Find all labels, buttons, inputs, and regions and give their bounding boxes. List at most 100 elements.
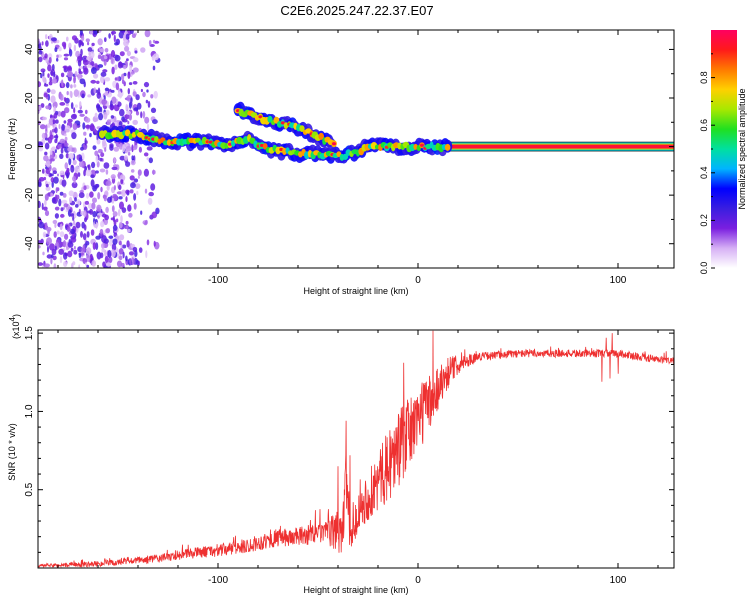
noise-speckle: [64, 162, 69, 170]
noise-speckle: [59, 153, 64, 159]
noise-speckle: [110, 174, 116, 180]
noise-speckle: [144, 222, 147, 226]
noise-speckle: [83, 169, 86, 177]
noise-speckle: [109, 144, 114, 151]
noise-speckle: [70, 113, 77, 120]
noise-speckle: [61, 79, 64, 88]
noise-speckle: [40, 238, 44, 244]
noise-speckle: [110, 217, 115, 221]
noise-speckle: [105, 206, 109, 213]
noise-speckle: [82, 233, 87, 241]
noise-speckle: [119, 174, 126, 182]
snr-panel: -100 0 100 0.5 1.0 1.5 Height of straight lin…: [7, 314, 675, 595]
noise-speckle: [127, 151, 131, 156]
noise-speckle: [119, 234, 125, 241]
upper-branch-peak: [332, 142, 336, 146]
noise-speckle: [101, 248, 105, 253]
noise-speckle: [49, 243, 55, 251]
noise-speckle: [119, 108, 125, 117]
colorbar-tick-label: 0.0: [699, 262, 709, 275]
noise-speckle: [87, 60, 91, 65]
noise-speckle: [58, 124, 61, 129]
noise-speckle: [115, 82, 120, 91]
snr-multiplier-exponent: 4: [8, 316, 17, 321]
snr-multiplier-suffix: ): [11, 314, 21, 317]
svg-text:(x104): (x104): [8, 314, 21, 339]
noise-speckle: [87, 164, 90, 168]
noise-speckle: [119, 201, 124, 210]
noise-speckle: [90, 79, 97, 84]
noise-speckle: [86, 56, 92, 62]
noise-speckle: [38, 221, 45, 229]
noise-speckle: [73, 107, 76, 114]
noise-speckle: [51, 78, 58, 84]
noise-speckle: [73, 249, 78, 255]
noise-speckle: [79, 101, 82, 108]
noise-speckle: [103, 111, 108, 120]
noise-speckle: [80, 247, 86, 253]
noise-speckle: [155, 207, 160, 215]
noise-speckle: [56, 230, 60, 235]
noise-speckle: [100, 252, 104, 259]
noise-speckle: [142, 111, 146, 119]
noise-speckle: [121, 79, 125, 85]
noise-speckle: [42, 251, 45, 256]
noise-speckle: [131, 144, 134, 153]
noise-speckle: [73, 213, 77, 219]
noise-speckle: [87, 41, 90, 46]
noise-speckle: [129, 175, 135, 181]
noise-speckle: [50, 37, 57, 42]
upper-branch-blob: [267, 115, 273, 123]
noise-speckle: [128, 113, 132, 121]
noise-speckle: [72, 215, 75, 222]
noise-speckle: [52, 170, 57, 174]
noise-speckle: [45, 183, 49, 188]
noise-speckle: [83, 224, 87, 231]
noise-speckle: [146, 157, 150, 161]
noise-speckle: [95, 242, 99, 251]
noise-speckle: [150, 107, 157, 114]
noise-speckle: [91, 67, 97, 75]
noise-speckle: [91, 42, 95, 47]
noise-speckle: [38, 262, 44, 266]
noise-speckle: [57, 111, 62, 117]
snr-frame: [37, 329, 675, 569]
noise-speckle: [113, 146, 120, 152]
noise-speckle: [148, 157, 153, 164]
noise-speckle: [153, 90, 158, 99]
noise-speckle: [84, 137, 87, 146]
noise-speckle: [45, 105, 51, 110]
noise-speckle: [38, 50, 43, 55]
main-trace-blob: [166, 139, 172, 146]
noise-speckle: [59, 223, 63, 231]
noise-speckle: [154, 40, 160, 44]
noise-speckle: [123, 72, 127, 77]
snr-ytick-label: 1.5: [24, 326, 35, 340]
noise-speckle: [77, 55, 83, 63]
snr-ytick-label: 0.5: [24, 482, 35, 496]
noise-speckle: [45, 40, 49, 47]
noise-speckle: [61, 123, 65, 131]
noise-speckle: [73, 89, 79, 97]
noise-speckle: [143, 152, 149, 157]
noise-speckle: [102, 261, 106, 268]
noise-speckle: [77, 59, 82, 67]
noise-speckle: [58, 46, 62, 52]
noise-speckle: [64, 133, 67, 137]
noise-speckle: [144, 188, 148, 194]
noise-speckle: [124, 114, 130, 120]
noise-speckle: [73, 44, 77, 52]
noise-speckle: [42, 70, 45, 78]
noise-speckle: [111, 205, 115, 213]
noise-speckle: [50, 257, 53, 265]
noise-speckle: [78, 192, 85, 199]
noise-speckle: [145, 250, 148, 259]
noise-speckle: [52, 119, 56, 125]
noise-speckle: [38, 244, 41, 249]
noise-speckle: [100, 220, 105, 228]
noise-speckle: [38, 141, 43, 147]
noise-speckle: [42, 116, 47, 121]
noise-speckle: [137, 169, 142, 176]
noise-speckle: [125, 196, 128, 203]
upper-branch-blob: [318, 132, 325, 140]
